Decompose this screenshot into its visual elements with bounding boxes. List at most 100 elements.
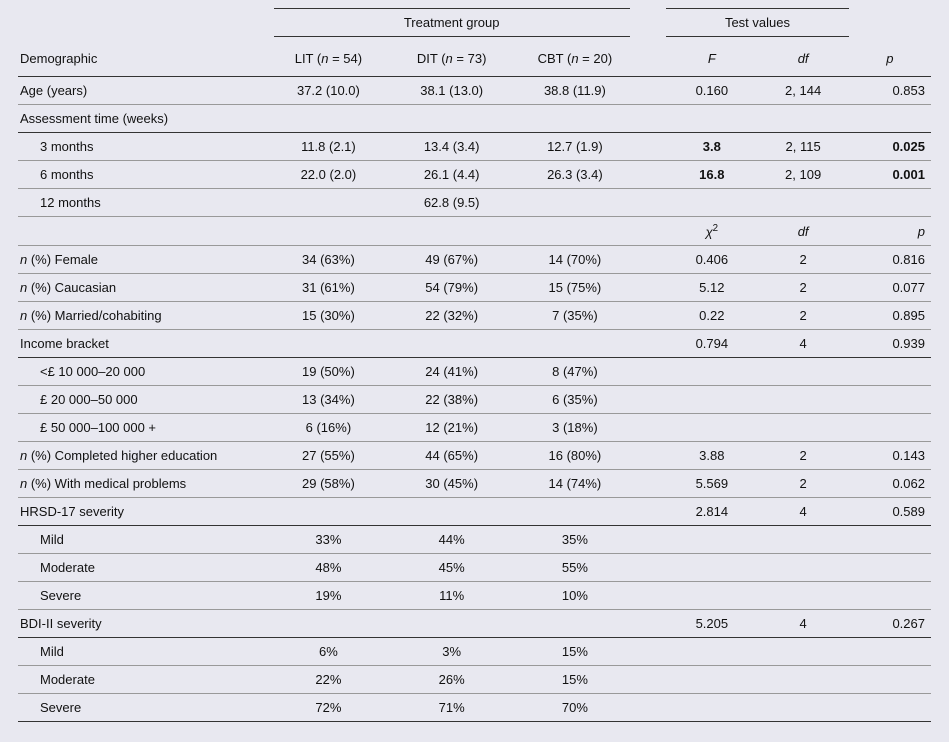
col-dit-n: 73	[468, 51, 482, 66]
demographics-table: Treatment group Test values Demographic …	[18, 8, 931, 722]
cell-lit: 31 (61%)	[274, 274, 384, 302]
cell-dit: 30 (45%)	[383, 470, 520, 498]
treatment-group-header: Treatment group	[274, 9, 630, 37]
cell-f: 0.794	[666, 330, 757, 358]
cell-dit: 26%	[383, 666, 520, 694]
cell-label: n (%) Married/cohabiting	[18, 302, 274, 330]
cell-dit: 3%	[383, 638, 520, 666]
cell-dit: 11%	[383, 582, 520, 610]
test-values-header: Test values	[666, 9, 849, 37]
col-df2: df	[757, 217, 848, 246]
col-chi2: χ2	[666, 217, 757, 246]
cell-label: £ 50 000–100 000 +	[18, 414, 274, 442]
cell-cbt: 26.3 (3.4)	[520, 161, 630, 189]
cell-lit: 19 (50%)	[274, 358, 384, 386]
cell-cbt: 15%	[520, 638, 630, 666]
row-caucasian: n (%) Caucasian 31 (61%) 54 (79%) 15 (75…	[18, 274, 931, 302]
cell-f: 3.8	[666, 133, 757, 161]
cell-p: 0.267	[849, 610, 931, 638]
column-header-row: Demographic LIT (n = 54) DIT (n = 73) CB…	[18, 37, 931, 77]
cell-p: 0.939	[849, 330, 931, 358]
cell-dit: 13.4 (3.4)	[383, 133, 520, 161]
cell-dit: 22 (38%)	[383, 386, 520, 414]
cell-label: Severe	[18, 582, 274, 610]
cell-f: 3.88	[666, 442, 757, 470]
cell-f: 0.22	[666, 302, 757, 330]
cell-df: 4	[757, 498, 848, 526]
cell-lit: 22.0 (2.0)	[274, 161, 384, 189]
cell-lit: 11.8 (2.1)	[274, 133, 384, 161]
col-dit: DIT (n = 73)	[383, 37, 520, 77]
cell-label: Assessment time (weeks)	[18, 105, 274, 133]
cell-label: Mild	[18, 638, 274, 666]
cell-lit: 29 (58%)	[274, 470, 384, 498]
cell-label: Severe	[18, 694, 274, 722]
cell-dit: 22 (32%)	[383, 302, 520, 330]
cell-label: n (%) Female	[18, 246, 274, 274]
row-6months: 6 months 22.0 (2.0) 26.1 (4.4) 26.3 (3.4…	[18, 161, 931, 189]
cell-df: 4	[757, 330, 848, 358]
cell-cbt: 55%	[520, 554, 630, 582]
table-container: Treatment group Test values Demographic …	[0, 0, 949, 742]
row-hrsd-severe: Severe 19% 11% 10%	[18, 582, 931, 610]
cell-cbt: 3 (18%)	[520, 414, 630, 442]
cell-p: 0.895	[849, 302, 931, 330]
cell-p: 0.077	[849, 274, 931, 302]
cell-dit: 49 (67%)	[383, 246, 520, 274]
row-medprob: n (%) With medical problems 29 (58%) 30 …	[18, 470, 931, 498]
col-cbt-label: CBT	[538, 51, 564, 66]
cell-label: BDI-II severity	[18, 610, 274, 638]
cell-p: 0.062	[849, 470, 931, 498]
row-3months: 3 months 11.8 (2.1) 13.4 (3.4) 12.7 (1.9…	[18, 133, 931, 161]
cell-dit: 12 (21%)	[383, 414, 520, 442]
row-hrsd-mild: Mild 33% 44% 35%	[18, 526, 931, 554]
col-cbt: CBT (n = 20)	[520, 37, 630, 77]
row-chi2-header: χ2 df p	[18, 217, 931, 246]
cell-p: 0.853	[849, 77, 931, 105]
row-bdi-severe: Severe 72% 71% 70%	[18, 694, 931, 722]
cell-cbt: 10%	[520, 582, 630, 610]
cell-lit: 37.2 (10.0)	[274, 77, 384, 105]
cell-df: 2	[757, 246, 848, 274]
cell-label: n (%) Completed higher education	[18, 442, 274, 470]
cell-f: 16.8	[666, 161, 757, 189]
cell-f: 5.205	[666, 610, 757, 638]
cell-lit: 27 (55%)	[274, 442, 384, 470]
cell-label: n (%) Caucasian	[18, 274, 274, 302]
cell-cbt: 12.7 (1.9)	[520, 133, 630, 161]
cell-label: Moderate	[18, 554, 274, 582]
cell-f: 2.814	[666, 498, 757, 526]
cell-lit: 34 (63%)	[274, 246, 384, 274]
cell-dit: 24 (41%)	[383, 358, 520, 386]
cell-df: 4	[757, 610, 848, 638]
cell-cbt: 35%	[520, 526, 630, 554]
cell-p: 0.143	[849, 442, 931, 470]
col-demographic: Demographic	[18, 37, 274, 77]
cell-label: 12 months	[18, 189, 274, 217]
cell-label: 3 months	[18, 133, 274, 161]
cell-f: 5.12	[666, 274, 757, 302]
cell-lit: 6%	[274, 638, 384, 666]
cell-label: <£ 10 000–20 000	[18, 358, 274, 386]
cell-df: 2	[757, 470, 848, 498]
col-lit-n: 54	[343, 51, 357, 66]
cell-cbt: 70%	[520, 694, 630, 722]
col-dit-label: DIT	[417, 51, 438, 66]
cell-f: 0.406	[666, 246, 757, 274]
cell-lit: 22%	[274, 666, 384, 694]
cell-dit: 45%	[383, 554, 520, 582]
row-assessment-header: Assessment time (weeks)	[18, 105, 931, 133]
col-p: p	[849, 37, 931, 77]
col-df: df	[757, 37, 848, 77]
cell-lit: 19%	[274, 582, 384, 610]
cell-df: 2	[757, 302, 848, 330]
span-header-row: Treatment group Test values	[18, 9, 931, 37]
col-cbt-n: 20	[593, 51, 607, 66]
cell-df: 2, 115	[757, 133, 848, 161]
cell-label: 6 months	[18, 161, 274, 189]
cell-df: 2, 144	[757, 77, 848, 105]
row-married: n (%) Married/cohabiting 15 (30%) 22 (32…	[18, 302, 931, 330]
cell-dit: 71%	[383, 694, 520, 722]
cell-dit: 44%	[383, 526, 520, 554]
cell-cbt: 14 (74%)	[520, 470, 630, 498]
